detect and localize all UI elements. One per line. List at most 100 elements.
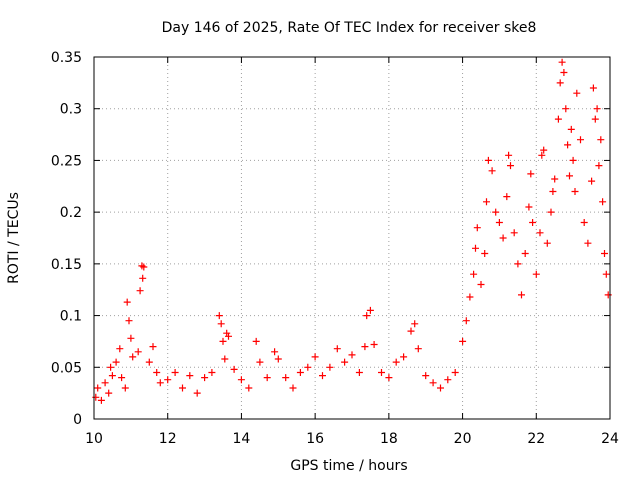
- data-point-marker: [145, 358, 153, 366]
- data-point-marker: [547, 208, 555, 216]
- data-point-marker: [215, 312, 223, 320]
- data-point-marker: [444, 376, 452, 384]
- data-point-marker: [156, 379, 164, 387]
- data-point-marker: [164, 376, 172, 384]
- data-point-marker: [580, 219, 588, 226]
- data-point-marker: [296, 369, 304, 376]
- data-point-marker: [499, 234, 507, 242]
- data-point-marker: [481, 250, 489, 257]
- data-point-marker: [597, 136, 605, 144]
- data-point-marker: [473, 224, 481, 232]
- data-point-marker: [366, 306, 374, 314]
- data-point-marker: [569, 156, 577, 164]
- data-point-marker: [355, 369, 363, 376]
- data-point-marker: [361, 343, 369, 351]
- x-tick-label: 10: [85, 431, 103, 447]
- data-point-marker: [149, 343, 157, 351]
- data-point-marker: [437, 384, 444, 392]
- data-point-marker: [551, 175, 559, 183]
- data-point-marker: [171, 369, 179, 376]
- data-point-marker: [527, 170, 535, 178]
- data-point-marker: [484, 156, 492, 164]
- y-tick-label: 0.35: [51, 50, 82, 66]
- data-point-marker: [566, 172, 573, 180]
- data-point-marker: [407, 327, 415, 335]
- data-point-marker: [392, 358, 400, 366]
- data-point-marker: [326, 363, 334, 371]
- data-point-marker: [540, 146, 548, 154]
- x-axis-label: GPS time / hours: [290, 458, 407, 474]
- data-point-marker: [289, 384, 297, 392]
- data-point-marker: [121, 384, 129, 392]
- data-point-marker: [564, 141, 572, 149]
- data-point-marker: [127, 334, 135, 342]
- data-point-marker: [118, 374, 126, 382]
- data-point-marker: [348, 351, 356, 359]
- data-point-marker: [252, 337, 260, 345]
- data-point-marker: [510, 229, 518, 237]
- data-point-marker: [411, 320, 419, 328]
- data-point-marker: [588, 177, 596, 185]
- data-point-marker: [602, 270, 610, 278]
- data-point-marker: [139, 274, 147, 282]
- data-point-marker: [97, 396, 105, 404]
- data-point-marker: [599, 198, 607, 206]
- x-axis-ticks: 10 12 14 16 18 20 22 24: [85, 57, 619, 447]
- data-point-marker: [536, 229, 544, 237]
- data-point-marker: [560, 69, 568, 76]
- data-point-marker: [136, 287, 144, 295]
- data-point-marker: [107, 363, 115, 371]
- data-point-marker: [573, 89, 581, 97]
- data-point-marker: [514, 260, 522, 268]
- data-point-marker: [571, 188, 579, 195]
- data-point-marker: [225, 332, 232, 340]
- grid-lines: [94, 57, 610, 419]
- y-axis-label: ROTI / TECUs: [6, 192, 22, 284]
- x-tick-label: 24: [601, 431, 619, 447]
- data-point-marker: [230, 365, 238, 373]
- data-point-marker: [363, 312, 371, 320]
- y-tick-label: 0.15: [51, 257, 82, 273]
- data-point-marker: [591, 115, 599, 123]
- data-point-marker: [422, 372, 430, 380]
- data-point-marker: [567, 125, 575, 133]
- data-point-marker: [112, 358, 120, 366]
- data-point-marker: [186, 372, 194, 380]
- data-point-marker: [459, 337, 467, 345]
- y-tick-label: 0.1: [60, 309, 82, 325]
- data-point-marker: [282, 374, 290, 382]
- data-point-marker: [217, 320, 225, 328]
- data-point-marker: [414, 345, 422, 353]
- data-point-marker: [319, 372, 326, 380]
- data-point-marker: [304, 363, 312, 371]
- data-point-marker: [105, 389, 113, 397]
- data-point-marker: [543, 239, 551, 247]
- data-point-marker: [518, 291, 525, 299]
- y-tick-label: 0: [73, 412, 82, 428]
- data-point-marker: [201, 374, 209, 382]
- data-point-marker: [595, 162, 603, 170]
- data-point-marker: [208, 369, 216, 376]
- data-point-marker: [274, 355, 282, 363]
- data-point-marker: [503, 193, 511, 201]
- data-point-marker: [101, 379, 109, 387]
- data-point-marker: [495, 219, 503, 226]
- data-point-marker: [589, 84, 597, 92]
- data-point-marker: [341, 358, 349, 366]
- data-point-marker: [245, 384, 253, 392]
- data-point-marker: [400, 353, 408, 361]
- data-point-marker: [385, 374, 393, 382]
- data-point-marker: [193, 389, 201, 397]
- data-point-marker: [558, 58, 566, 66]
- data-point-marker: [532, 270, 540, 278]
- data-point-marker: [153, 369, 161, 376]
- data-point-marker: [525, 203, 533, 211]
- x-tick-label: 16: [306, 431, 324, 447]
- data-point-marker: [488, 167, 496, 175]
- data-point-marker: [134, 348, 142, 356]
- data-point-marker: [601, 250, 608, 257]
- data-point-marker: [116, 345, 124, 353]
- data-point-marker: [505, 151, 513, 159]
- data-point-marker: [311, 353, 319, 361]
- data-point-marker: [521, 250, 529, 257]
